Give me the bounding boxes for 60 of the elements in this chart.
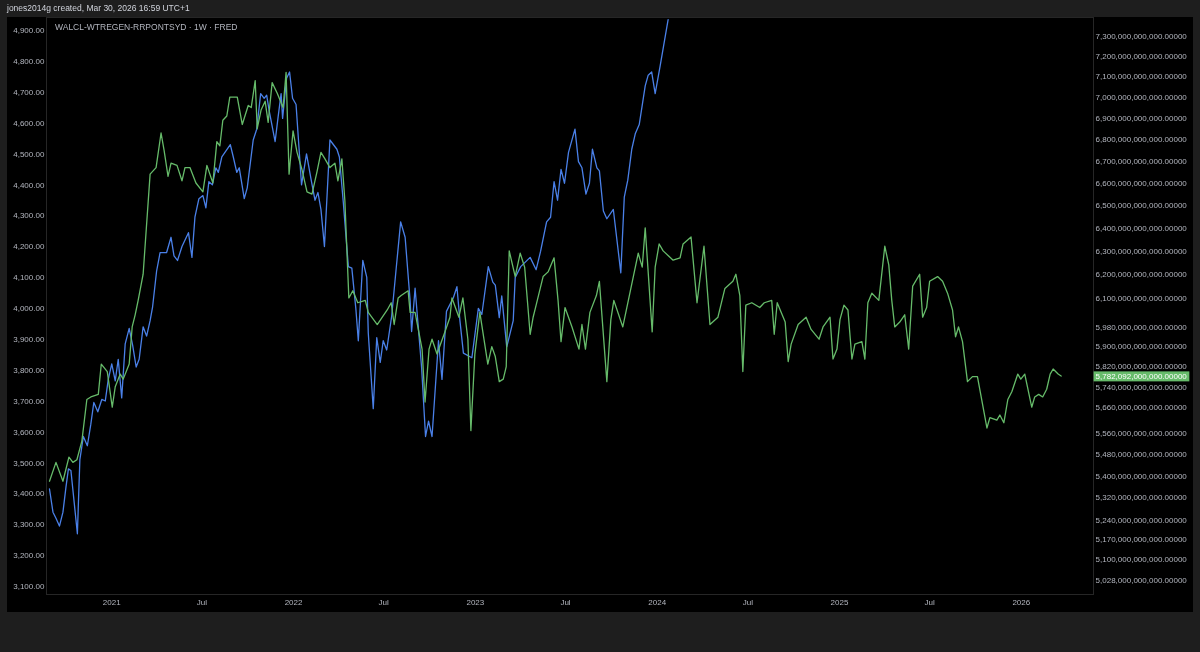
y-tick-label: 3,900.00 (13, 335, 45, 344)
y-tick-label: 4,300.00 (13, 211, 45, 221)
y2-tick-label: 6,600,000,000,000.00000 (1095, 178, 1188, 188)
y2-tick-label: 7,200,000,000,000.00000 (1095, 51, 1188, 61)
y2-tick-label: 6,700,000,000,000.00000 (1095, 156, 1188, 166)
y2-tick-label: 5,820,000,000,000.00000 (1095, 362, 1188, 372)
x-tick-label: Jul (742, 597, 754, 607)
x-tick-label: 2024 (648, 597, 667, 607)
x-tick-label: 2026 (1012, 597, 1031, 607)
y-tick-label: 4,200.00 (13, 242, 45, 252)
text: WALCL-WTREGEN-RRPONTSYD · 1W · FRED (55, 21, 238, 32)
y-tick-label: 3,100.00 (13, 582, 45, 592)
y2-tick-label: 5,100,000,000,000.00000 (1095, 555, 1188, 565)
line-series (48, 71, 1062, 482)
y2-tick-label: 5,740,000,000,000.00000 (1095, 382, 1188, 392)
y-tick-label: 4,600.00 (13, 118, 45, 128)
y-tick-label: 4,000.00 (13, 304, 45, 314)
y2-tick-label: 5,170,000,000,000.00000 (1095, 535, 1188, 545)
y2-tick-label: 6,300,000,000,000.00000 (1095, 246, 1188, 256)
x-tick-label: 2023 (466, 597, 485, 607)
y-tick-label: 3,800.00 (13, 365, 45, 375)
y2-tick-label: 6,800,000,000,000.00000 (1095, 135, 1188, 145)
x-tick-label: Jul (924, 597, 935, 607)
y-tick-label: 3,300.00 (13, 520, 45, 530)
y2-tick-label: 5,400,000,000,000.00000 (1095, 471, 1188, 481)
x-tick-label: 2022 (284, 597, 304, 607)
y2-tick-label: 5,320,000,000,000.00000 (1095, 493, 1188, 503)
y-tick-label: 4,700.00 (13, 87, 45, 97)
y-tick-label: 3,200.00 (13, 551, 45, 561)
x-tick-label: Jul (560, 597, 571, 607)
y-tick-label: 4,100.00 (13, 273, 45, 283)
y2-tick-label: 6,400,000,000,000.00000 (1095, 223, 1188, 233)
y-tick-label: 4,400.00 (13, 180, 45, 190)
y2-tick-label: 7,000,000,000,000.00000 (1095, 92, 1188, 102)
x-tick-label: Jul (196, 597, 208, 607)
y2-tick-label: 5,900,000,000,000.00000 (1095, 342, 1188, 352)
y2-tick-label: 5,980,000,000,000.00000 (1095, 322, 1188, 332)
y-tick-label: 3,700.00 (13, 396, 45, 406)
y-tick-label: 4,900.00 (13, 26, 45, 36)
y2-tick-label: 5,480,000,000,000.00000 (1095, 450, 1188, 460)
y2-tick-label: 6,900,000,000,000.00000 (1095, 113, 1188, 123)
y2-tick-label: 7,300,000,000,000.00000 (1095, 31, 1188, 41)
x-tick-label: Jul (378, 597, 390, 607)
y-tick-label: 3,500.00 (13, 458, 45, 468)
y2-tick-label: 5,028,000,000,000.00000 (1095, 575, 1188, 585)
y-tick-label: 3,400.00 (13, 489, 45, 499)
y2-tick-label: 6,500,000,000,000.00000 (1095, 201, 1188, 211)
x-tick-label: 2021 (102, 597, 122, 607)
line-series (48, 18, 669, 535)
x-tick-label: 2025 (830, 597, 849, 607)
text: jones2014g created, Mar 30, 2026 16:59 UTC+1 (7, 3, 190, 13)
y-tick-label: 4,800.00 (13, 57, 45, 67)
y2-tick-label: 6,200,000,000,000.00000 (1095, 270, 1188, 280)
y-tick-label: 3,600.00 (13, 427, 45, 437)
y2-tick-label: 5,660,000,000,000.00000 (1095, 403, 1188, 413)
y2-tick-label: 6,100,000,000,000.00000 (1095, 293, 1188, 303)
y2-tick-label: 5,240,000,000,000.00000 (1095, 515, 1188, 525)
y-tick-label: 4,500.00 (13, 149, 45, 159)
y2-tick-label: 5,560,000,000,000.00000 (1095, 429, 1188, 439)
y2-tick-label: 7,100,000,000,000.00000 (1095, 72, 1188, 82)
